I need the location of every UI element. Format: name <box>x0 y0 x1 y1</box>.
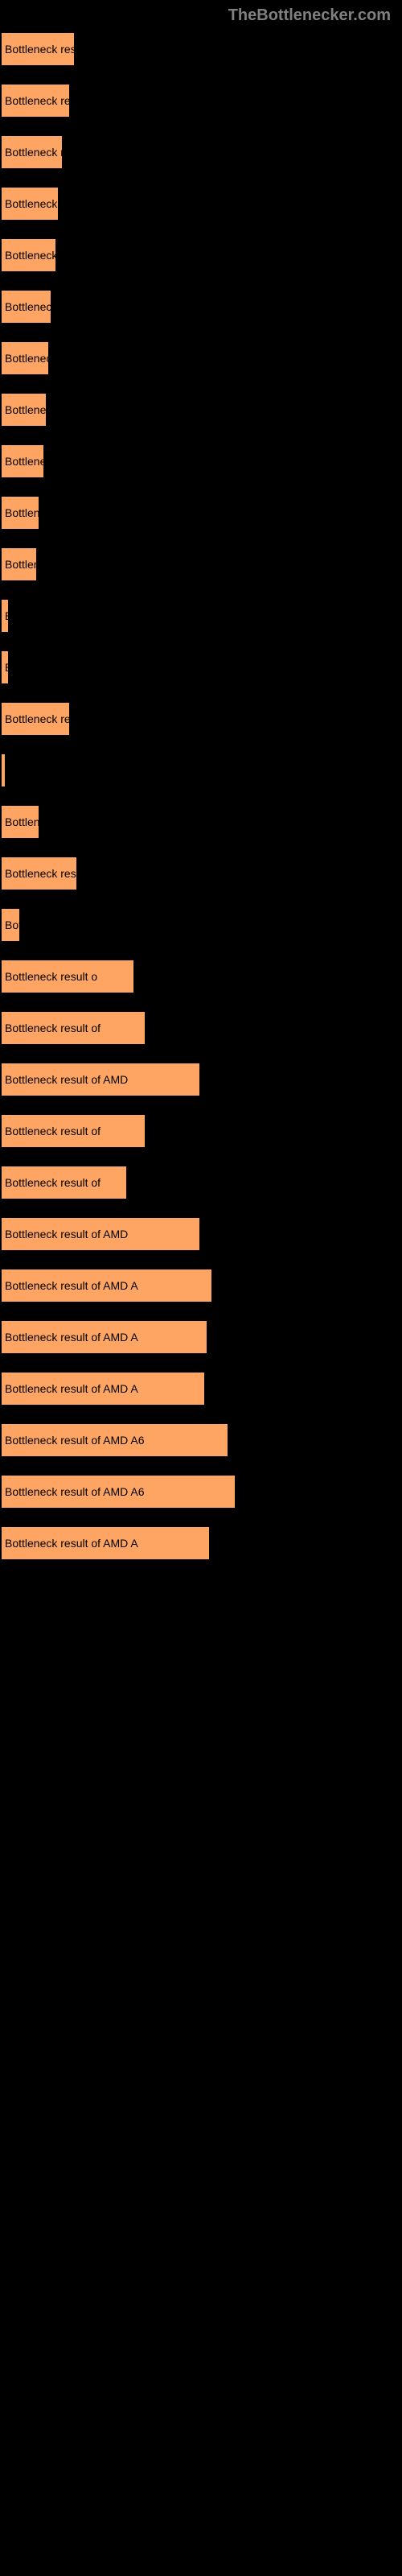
bar-row: Bottleneck res <box>0 392 402 434</box>
bar-row: Bottleneck result of <box>0 1113 402 1155</box>
bar: Bottleneck result of AMD A <box>0 1371 206 1406</box>
bar: Bottleneck r <box>0 547 38 582</box>
bar-row: Bottleneck r <box>0 547 402 588</box>
bar: Bottleneck <box>0 907 21 943</box>
bar-row: Bottleneck resu <box>0 237 402 279</box>
bar: Bottleneck result <box>0 701 71 737</box>
bar: Bottleneck resu <box>0 186 59 221</box>
bar-row: Bottleneck result o <box>0 959 402 1001</box>
bar-row: Bottleneck result of AMD A6 <box>0 1474 402 1516</box>
bar: Bottleneck r <box>0 495 40 530</box>
bar-row: Bottleneck <box>0 650 402 691</box>
bar-row: Bottleneck <box>0 598 402 640</box>
bar-row: Bottleneck result <box>0 134 402 176</box>
bar: Bottleneck <box>0 650 10 685</box>
bar: Bottleneck result of AMD A <box>0 1319 208 1355</box>
bar: Bottleneck result <box>0 83 71 118</box>
bar-row: Bottleneck result of AMD <box>0 1216 402 1258</box>
bar-row: Bottleneck <box>0 907 402 949</box>
bar: Bottleneck result of <box>0 1113 146 1149</box>
bar: Bottleneck result of AMD A <box>0 1268 213 1303</box>
bar: Bottleneck r <box>0 804 40 840</box>
bar: Bottleneck res <box>0 289 52 324</box>
bar-row: Bottleneck result <box>0 31 402 73</box>
bar-row: Bottleneck res <box>0 289 402 331</box>
bar: Bottleneck res <box>0 392 47 427</box>
bar: Bottleneck resul <box>0 856 78 891</box>
bar: Bottleneck result <box>0 134 64 170</box>
bar: Bottleneck result of <box>0 1165 128 1200</box>
bar-row: Bottleneck resul <box>0 856 402 898</box>
bar-row: Bottleneck result of AMD A <box>0 1268 402 1310</box>
bar-row: Bottleneck res <box>0 341 402 382</box>
bar-row: Bottleneck r <box>0 804 402 846</box>
bar-row: Bottleneck result <box>0 701 402 743</box>
bar: Bottleneck re <box>0 444 45 479</box>
bar-row: Bottleneck result of AMD A <box>0 1525 402 1567</box>
bar-row: Bottleneck re <box>0 444 402 485</box>
bar <box>0 753 6 788</box>
bar: Bottleneck result of AMD A <box>0 1525 211 1561</box>
bar-row: Bottleneck result of AMD A <box>0 1371 402 1413</box>
bar: Bottleneck result of <box>0 1010 146 1046</box>
bar: Bottleneck result of AMD A6 <box>0 1474 236 1509</box>
bar: Bottleneck result <box>0 31 76 67</box>
bar: Bottleneck result of AMD <box>0 1062 201 1097</box>
bar-row: Bottleneck result of AMD <box>0 1062 402 1104</box>
bar: Bottleneck resu <box>0 237 57 273</box>
bar: Bottleneck result o <box>0 959 135 994</box>
bar: Bottleneck result of AMD <box>0 1216 201 1252</box>
bar-chart: Bottleneck result Bottleneck result Bottle… <box>0 25 402 1583</box>
bar-row <box>0 753 402 795</box>
bar-row: Bottleneck r <box>0 495 402 537</box>
bar: Bottleneck res <box>0 341 50 376</box>
bar: Bottleneck <box>0 598 10 634</box>
bar-row: Bottleneck resu <box>0 186 402 228</box>
bar-row: Bottleneck result of <box>0 1165 402 1207</box>
site-logo: TheBottlenecker.com <box>0 0 402 25</box>
bar-row: Bottleneck result of AMD A6 <box>0 1422 402 1464</box>
bar-row: Bottleneck result of <box>0 1010 402 1052</box>
bar-row: Bottleneck result of AMD A <box>0 1319 402 1361</box>
bar-row: Bottleneck result <box>0 83 402 125</box>
bar: Bottleneck result of AMD A6 <box>0 1422 229 1458</box>
